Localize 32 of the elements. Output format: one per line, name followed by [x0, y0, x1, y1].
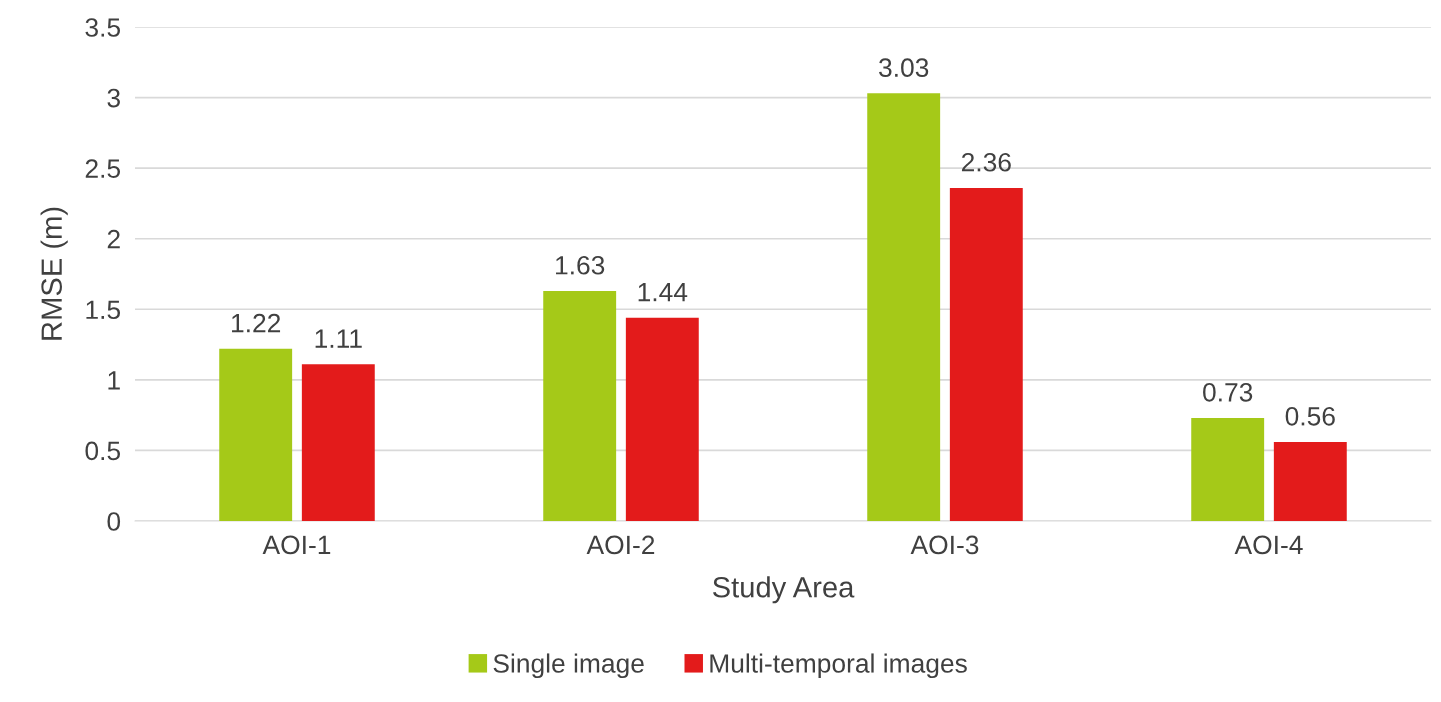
y-tick-label: 1 [108, 371, 120, 390]
y-tick-label: 3.5 [85, 18, 121, 37]
data-label: 1.22 [232, 313, 281, 333]
bar [219, 348, 293, 521]
data-label: 2.36 [961, 152, 1011, 172]
y-tick-label: 0.5 [85, 441, 121, 461]
legend-label: Single image [493, 653, 644, 679]
y-tick-label: 3 [107, 88, 120, 108]
y-axis-title: RMSE (m) [40, 207, 68, 340]
bar [543, 290, 617, 521]
legend-label: Multi-temporal images [710, 653, 967, 679]
data-label: 3.03 [879, 58, 929, 78]
data-label: 1.11 [315, 329, 362, 348]
x-tick-label: AOI-3 [910, 535, 979, 555]
bar [1273, 441, 1347, 521]
x-tick-label: AOI-1 [262, 535, 331, 555]
bar [949, 187, 1023, 521]
y-tick-label: 1.5 [86, 300, 121, 320]
data-label: 0.73 [1203, 382, 1253, 402]
x-axis-title: Study Area [712, 576, 855, 604]
data-label: 0.56 [1285, 406, 1335, 426]
bar [301, 364, 375, 521]
x-tick-label: AOI-4 [1234, 535, 1303, 555]
data-label: 1.63 [556, 255, 605, 275]
data-label: 1.44 [638, 283, 688, 302]
x-tick-label: AOI-2 [586, 535, 655, 555]
bar [625, 317, 699, 521]
y-tick-label: 2 [107, 229, 120, 249]
y-tick-label: 0 [107, 512, 121, 531]
bar [1191, 417, 1265, 521]
bar [867, 93, 941, 521]
y-tick-label: 2.5 [85, 159, 121, 178]
